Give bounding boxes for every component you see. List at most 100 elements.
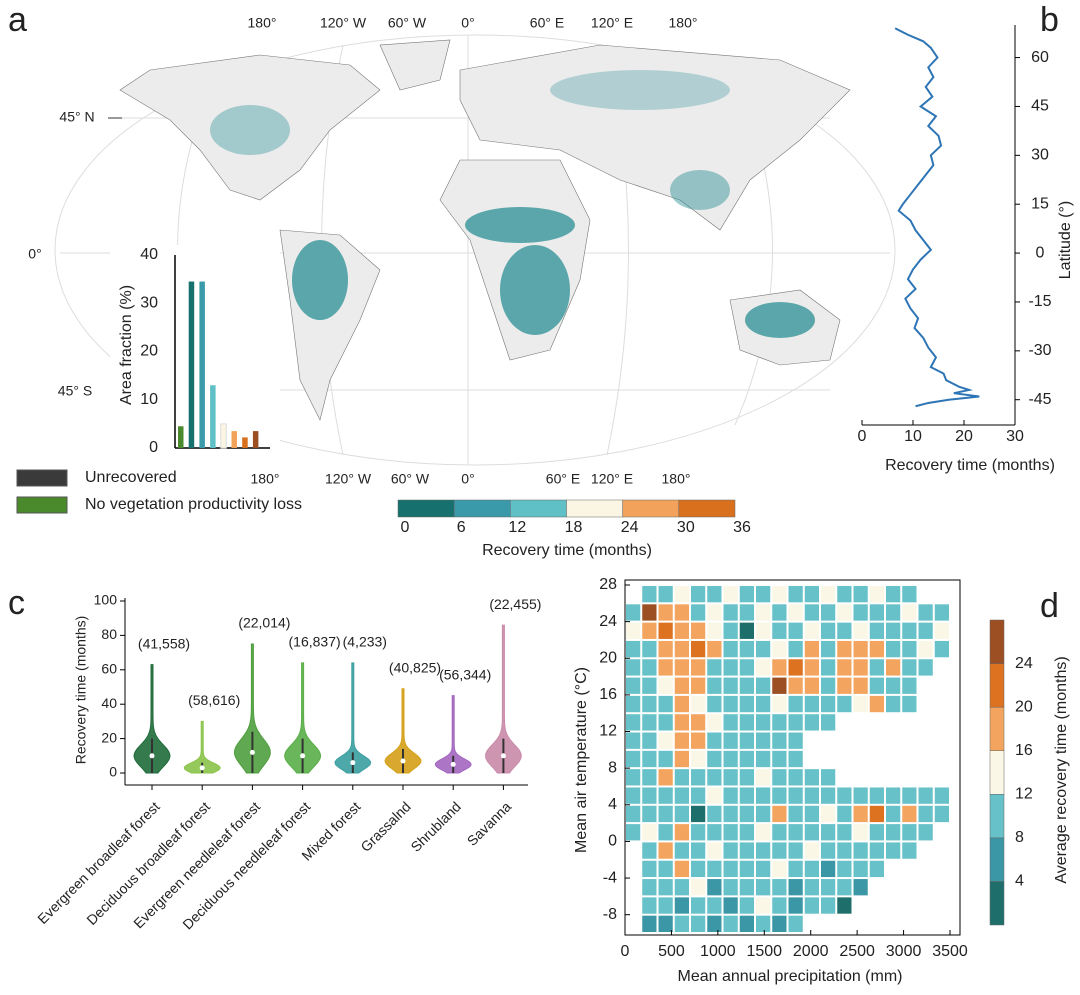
heat-cell [886, 604, 901, 621]
lon-label: 180° [669, 15, 698, 31]
heat-cell [869, 842, 884, 859]
heat-cell [788, 695, 803, 713]
heat-cell [869, 586, 884, 603]
heat-cell [821, 586, 836, 603]
heat-cell [658, 714, 673, 731]
y-tick-label: 0 [608, 833, 617, 850]
heat-cell [739, 659, 754, 676]
heat-cell [707, 787, 722, 804]
bar [220, 423, 227, 449]
colorbar-band [510, 499, 567, 518]
heat-cell [707, 842, 722, 859]
y-tick-label: 20 [140, 343, 158, 360]
colorbar-band [397, 499, 455, 518]
heat-cell [772, 824, 787, 841]
heat-cell [739, 586, 754, 603]
heat-cell [707, 640, 722, 658]
heat-cell [772, 915, 787, 932]
heat-cell [821, 640, 836, 658]
heat-cell [804, 659, 819, 676]
heat-cell [853, 787, 868, 804]
legend-label: Unrecovered [85, 469, 177, 486]
heat-cell [934, 622, 949, 639]
heat-cell [658, 860, 673, 878]
heat-cell [707, 915, 722, 932]
y-tick-label: 80 [101, 626, 117, 642]
heat-cell [918, 805, 933, 823]
y-tick-label: 40 [140, 246, 158, 263]
heat-cell [707, 604, 722, 621]
heat-cell [674, 842, 689, 859]
heat-cell [691, 586, 706, 603]
heat-cell [821, 769, 836, 786]
panel-label: c [8, 584, 25, 622]
heat-cell [658, 750, 673, 768]
heat-cell [739, 860, 754, 878]
bar [210, 385, 216, 448]
heat-cell [658, 897, 673, 914]
colorbar-tick-label: 4 [1015, 873, 1024, 890]
heat-cell [853, 879, 868, 896]
colorbar-band [566, 499, 623, 518]
annotation: (56,344) [439, 666, 491, 682]
heat-cell [804, 769, 819, 786]
heat-cell [902, 677, 917, 694]
heat-cell [821, 897, 836, 914]
x-tick-label: 2000 [793, 943, 829, 960]
y-tick-label: -8 [603, 906, 617, 923]
median-dot [300, 753, 306, 759]
heat-cell [756, 732, 771, 749]
heat-cell [739, 604, 754, 621]
median-dot [199, 765, 205, 771]
heat-cell [674, 897, 689, 914]
heat-cell [691, 897, 706, 914]
x-tick-label: Grassalnd [357, 798, 413, 854]
lon-label: 120° E [591, 471, 633, 487]
heat-cell [886, 659, 901, 676]
heat-cell [756, 824, 771, 841]
heat-cell [691, 787, 706, 804]
colorbar-band [989, 619, 1005, 664]
y-tick-label: 60 [1031, 49, 1049, 66]
heat-cell [788, 677, 803, 694]
heat-cell [837, 586, 852, 603]
heat-cell [674, 714, 689, 731]
heat-cell [691, 640, 706, 658]
heat-cell [772, 769, 787, 786]
heat-cell [626, 659, 641, 676]
x-axis-title: Mean annual precipitation (mm) [678, 968, 903, 985]
heat-cell [886, 842, 901, 859]
x-tick-label: 10 [904, 428, 922, 445]
heat-cell [853, 695, 868, 713]
colorbar-tick-label: 18 [565, 519, 583, 536]
heat-cell [658, 805, 673, 823]
heat-cell [886, 824, 901, 841]
heat-cell [804, 842, 819, 859]
heat-cell [821, 714, 836, 731]
heat-cell [869, 860, 884, 878]
heat-cell [642, 787, 657, 804]
heat-cell [788, 714, 803, 731]
heat-cell [658, 879, 673, 896]
lon-label: 60° W [388, 15, 427, 31]
panel-label: b [1040, 1, 1059, 39]
colorbar-tick-label: 16 [1015, 742, 1033, 759]
y-tick-label: 8 [608, 759, 617, 776]
x-tick-label: 3500 [932, 943, 968, 960]
heat-cell [642, 824, 657, 841]
heat-cell [821, 659, 836, 676]
heat-cell [658, 915, 673, 932]
heat-cell [626, 695, 641, 713]
heat-cell [626, 805, 641, 823]
colorbar-tick-label: 8 [1015, 829, 1024, 846]
heat-cell [804, 879, 819, 896]
heat-cell [837, 824, 852, 841]
colorbar-tick-label: 24 [1015, 655, 1033, 672]
heat-cell [918, 604, 933, 621]
heat-cell [674, 640, 689, 658]
x-tick-label: 3000 [886, 943, 922, 960]
violin [133, 664, 171, 774]
heat-cell [707, 824, 722, 841]
heat-cell [658, 640, 673, 658]
heat-cell [723, 915, 738, 932]
